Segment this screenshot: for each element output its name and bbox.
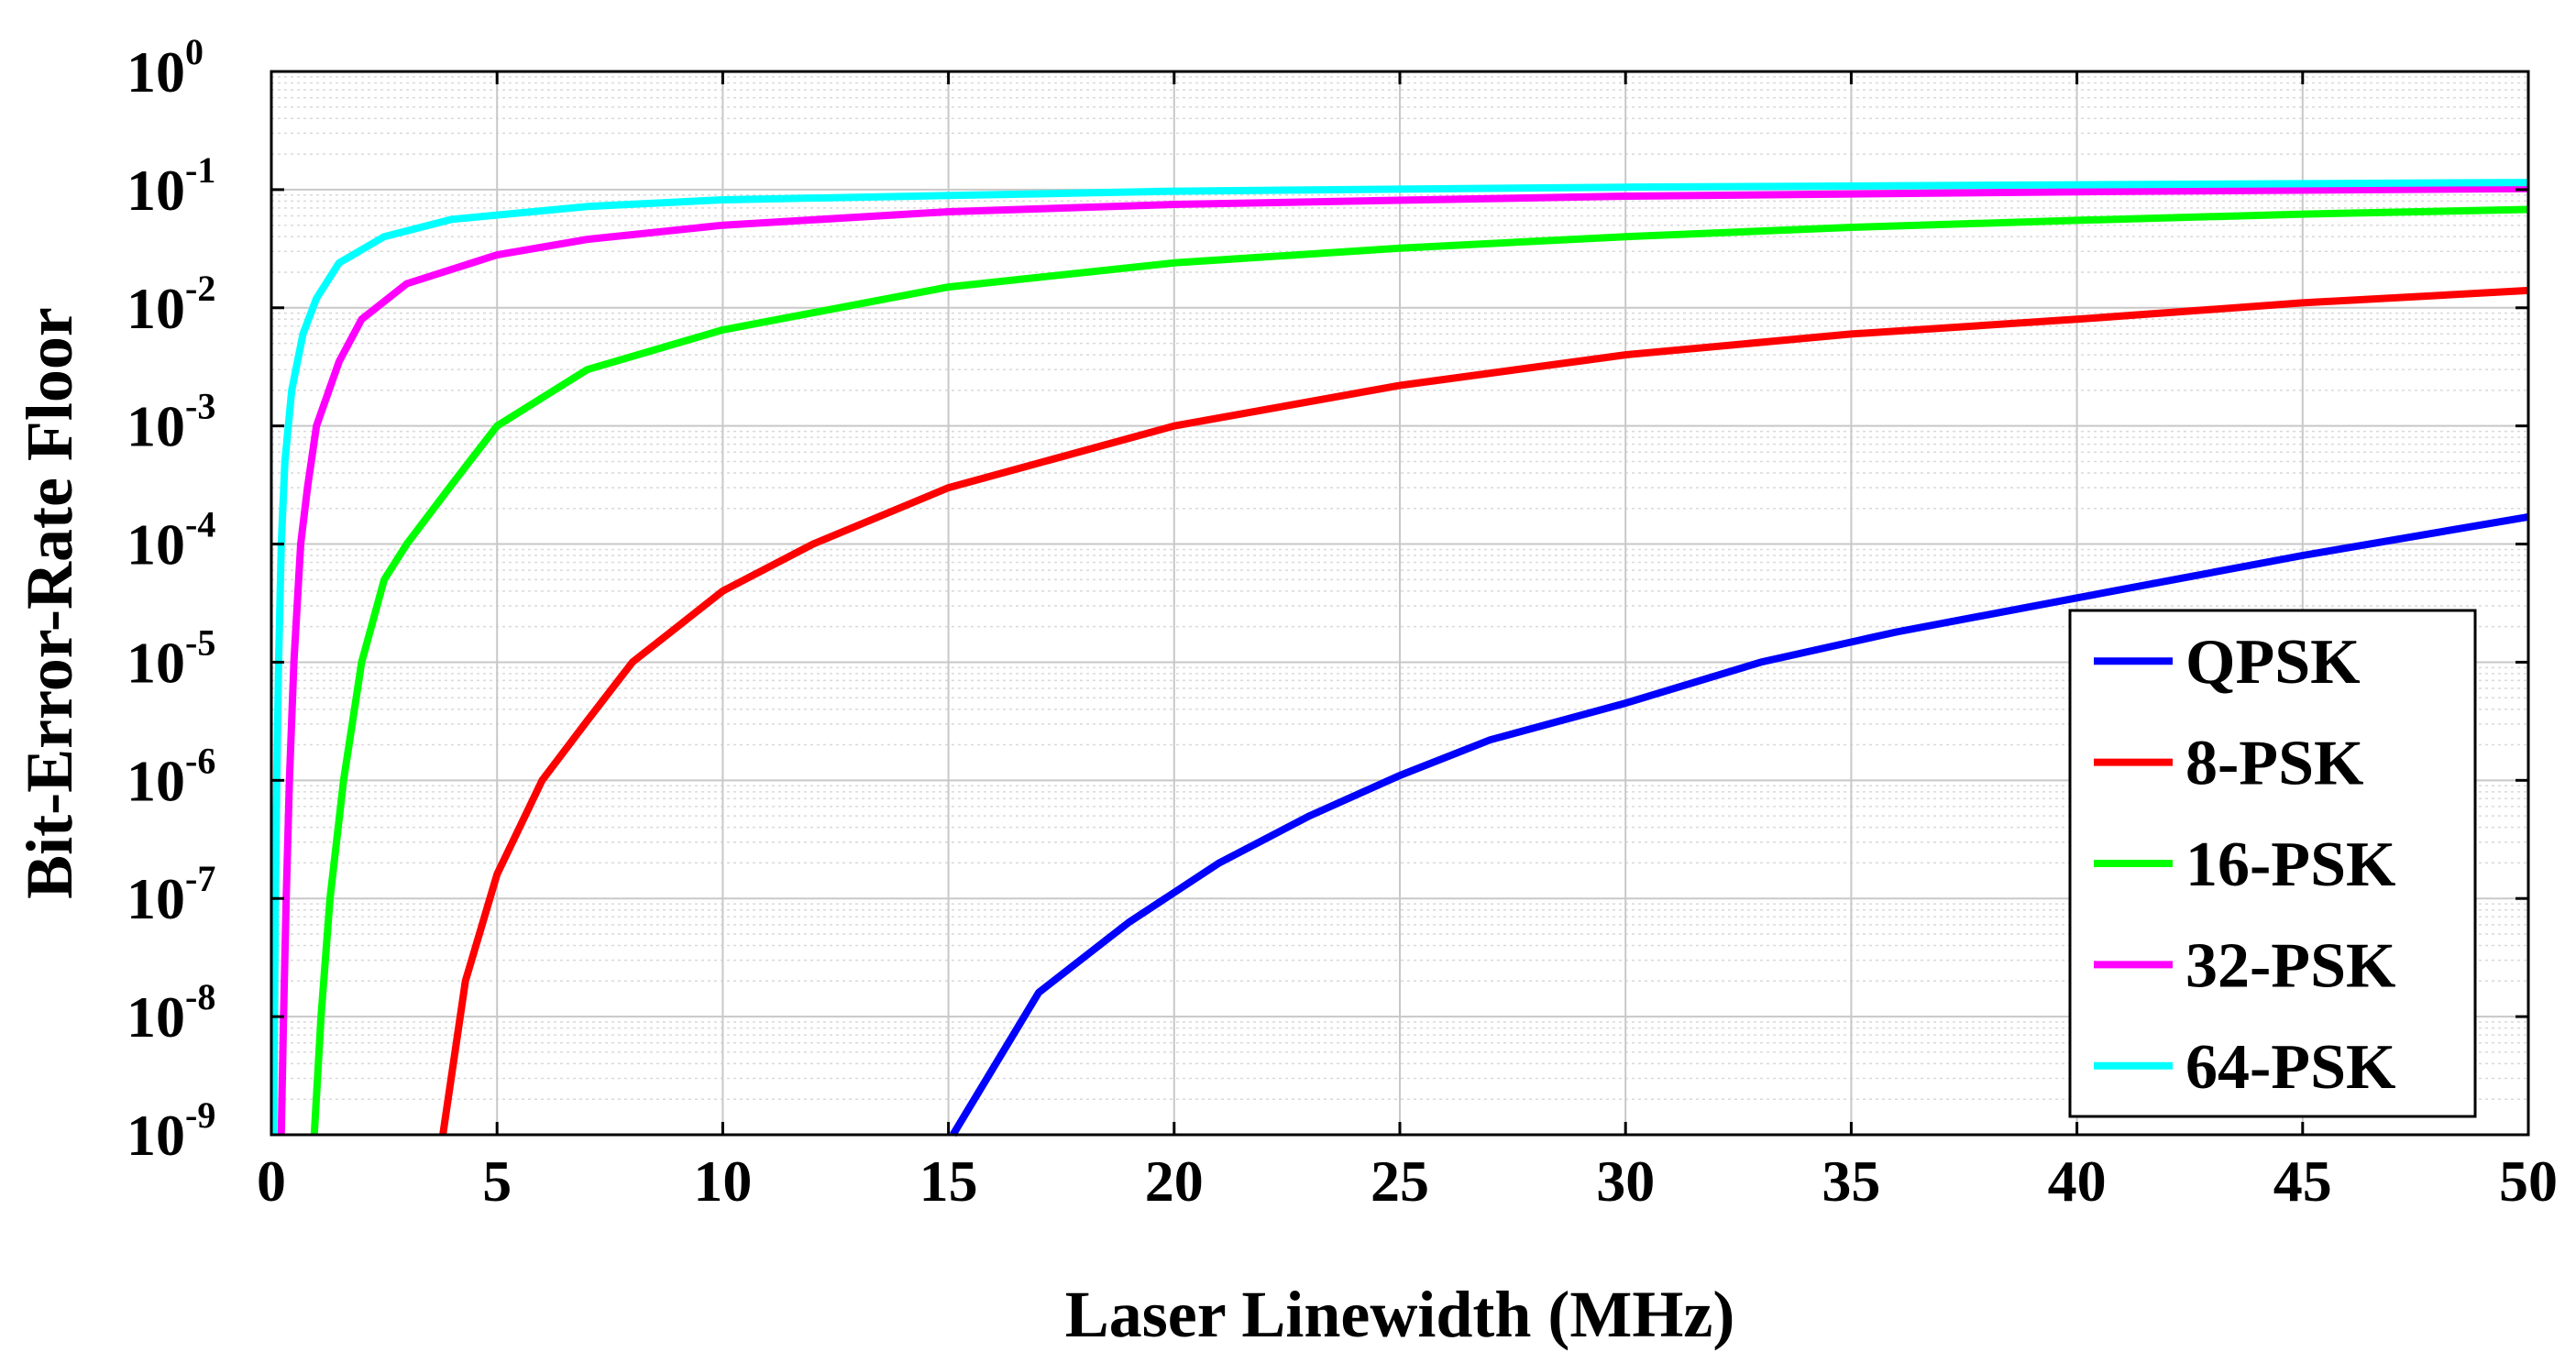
legend-label: QPSK <box>2185 627 2361 698</box>
series-line-8-psk <box>439 286 2529 1136</box>
legend: QPSK 8-PSK 16-PSK 32-PSK 64-PSK <box>2068 609 2477 1118</box>
x-tick-label: 35 <box>1822 1149 1880 1214</box>
x-tick-label: 25 <box>1371 1149 1429 1214</box>
series-line-32-psk <box>277 184 2529 1136</box>
x-tick-label: 0 <box>257 1149 286 1214</box>
y-tick-exponent: -1 <box>185 149 215 191</box>
legend-label: 32-PSK <box>2185 930 2395 1001</box>
y-tick-exponent: -3 <box>185 386 215 427</box>
x-axis-label: Laser Linewidth (MHz) <box>1065 1278 1735 1351</box>
legend-label: 8-PSK <box>2185 729 2363 799</box>
y-tick-exponent: -8 <box>185 976 215 1017</box>
x-tick-label: 40 <box>2048 1149 2107 1214</box>
series-line-16-psk <box>310 205 2529 1136</box>
y-axis-ticks: 100 10-1 10-2 10-3 10-4 10-5 10-6 10-7 10-8 10-9 <box>127 31 2528 1168</box>
y-tick-label: 100 <box>127 31 204 104</box>
y-tick-label: 10-9 <box>127 1094 215 1168</box>
series-line-qpsk <box>950 512 2529 1138</box>
legend-label: 64-PSK <box>2185 1032 2395 1103</box>
y-tick-exponent: -2 <box>185 268 215 309</box>
y-tick-label: 10-7 <box>127 858 215 931</box>
y-tick-label: 10-5 <box>127 621 215 695</box>
x-tick-label: 30 <box>1596 1149 1655 1214</box>
x-tick-label: 20 <box>1145 1149 1204 1214</box>
y-tick-label: 10-2 <box>127 268 215 341</box>
y-tick-label: 10-3 <box>127 386 215 459</box>
y-tick-exponent: -4 <box>185 504 215 545</box>
y-tick-exponent: -9 <box>185 1094 215 1136</box>
y-tick-label: 10-1 <box>127 149 215 223</box>
y-axis-label: Bit-Error-Rate Floor <box>13 307 86 899</box>
y-tick-label: 10-4 <box>127 504 215 577</box>
x-tick-label: 45 <box>2273 1149 2332 1214</box>
y-tick-exponent: -6 <box>185 740 215 781</box>
x-axis-ticks: 0 5 10 15 20 25 30 35 40 45 50 <box>257 71 2558 1214</box>
y-tick-exponent: -5 <box>185 621 215 663</box>
x-tick-label: 5 <box>482 1149 512 1214</box>
y-tick-exponent: -7 <box>185 858 215 899</box>
y-tick-exponent: 0 <box>185 31 204 72</box>
x-tick-label: 15 <box>919 1149 978 1214</box>
x-tick-label: 50 <box>2499 1149 2558 1214</box>
legend-label: 16-PSK <box>2185 830 2395 900</box>
y-tick-label: 10-6 <box>127 740 215 813</box>
x-tick-label: 10 <box>693 1149 752 1214</box>
y-tick-label: 10-8 <box>127 976 215 1050</box>
